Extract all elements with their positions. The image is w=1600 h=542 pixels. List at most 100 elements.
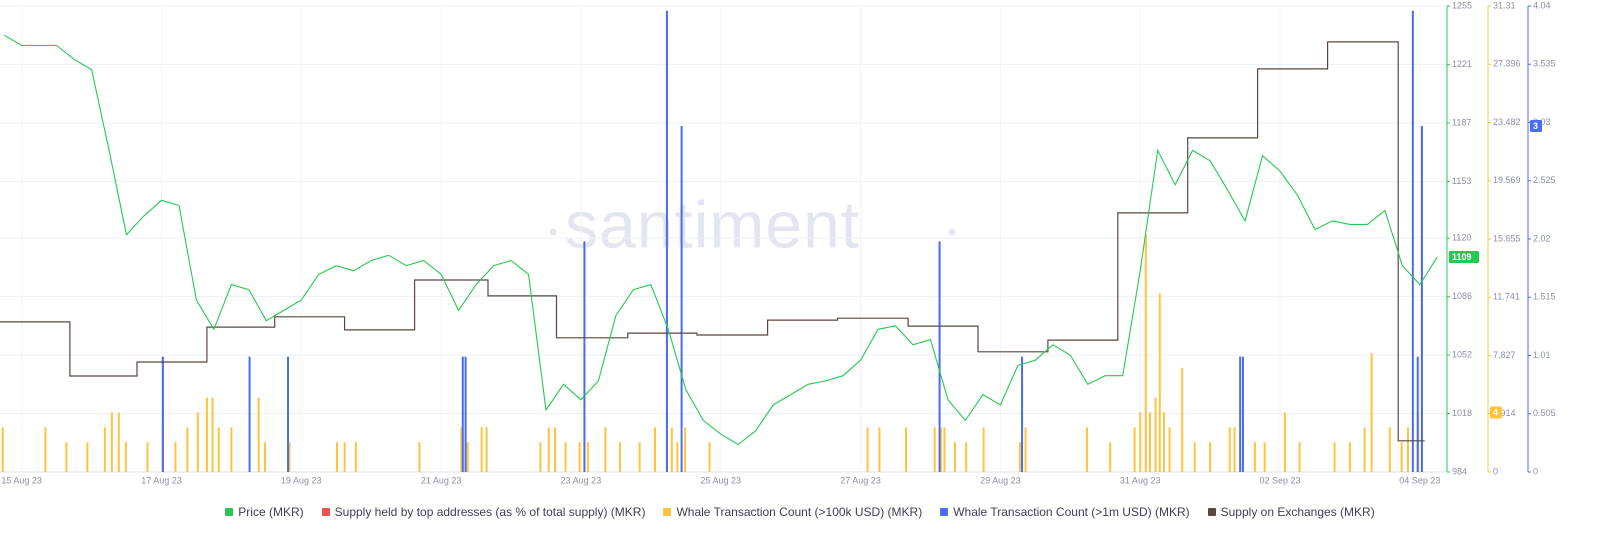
- bar: [485, 427, 488, 472]
- y-tick-label: 1255: [1452, 0, 1472, 10]
- bar: [1018, 442, 1021, 472]
- y-tick-label: 4.04: [1533, 0, 1551, 10]
- y-tick-label: 1153: [1452, 176, 1471, 186]
- x-tick-label: 04 Sep 23: [1399, 475, 1440, 485]
- price-line: [3, 34, 1438, 446]
- legend-label: Whale Transaction Count (>100k USD) (MKR…: [676, 505, 923, 519]
- bar: [1158, 293, 1161, 472]
- x-tick-label: 25 Aug 23: [700, 475, 741, 485]
- bar: [654, 427, 657, 472]
- legend-item[interactable]: Supply held by top addresses (as % of to…: [321, 505, 646, 519]
- bar: [665, 10, 668, 472]
- y-tick-label: 1052: [1452, 349, 1472, 359]
- bar: [933, 427, 936, 472]
- step-line: [0, 41, 1425, 442]
- y-tick-label: 1120: [1452, 233, 1471, 243]
- x-tick-label: 21 Aug 23: [421, 475, 462, 485]
- bar: [466, 442, 469, 472]
- bar: [1416, 356, 1419, 472]
- bar: [938, 241, 941, 472]
- y-tick-label: 0: [1533, 466, 1538, 476]
- legend-item[interactable]: Price (MKR): [225, 505, 304, 519]
- bar: [1024, 427, 1027, 472]
- legend-label: Price (MKR): [238, 505, 304, 519]
- legend-swatch: [225, 508, 234, 516]
- y-tick-label: 2.02: [1533, 233, 1551, 243]
- bar: [539, 442, 542, 472]
- bar: [676, 442, 679, 472]
- bar: [174, 442, 177, 472]
- legend: Price (MKR) Supply held by top addresses …: [0, 500, 1600, 524]
- y-tick-label: 984: [1452, 466, 1467, 476]
- bar: [263, 442, 266, 472]
- bar: [230, 427, 233, 472]
- chart: santiment 15 Aug 23 17 Aug 23 19 Aug 23 21 …: [0, 0, 1556, 485]
- y-tick-label: 11.741: [1493, 292, 1520, 302]
- legend-item[interactable]: Whale Transaction Count (>1m USD) (MKR): [940, 505, 1190, 519]
- y-tick-label: 1.01: [1533, 350, 1551, 360]
- bar: [335, 442, 338, 472]
- bar: [1133, 427, 1136, 472]
- bar: [684, 427, 687, 472]
- x-tick-label: 15 Aug 23: [1, 475, 42, 485]
- bar: [708, 442, 711, 472]
- bar: [464, 356, 467, 472]
- bar: [1209, 442, 1212, 472]
- y-tick-label: 27.396: [1493, 59, 1521, 69]
- value-badge-text: 4: [1493, 407, 1498, 417]
- bar: [103, 427, 106, 472]
- bar: [1086, 427, 1089, 472]
- bar: [1181, 367, 1184, 472]
- bar: [1109, 442, 1112, 472]
- bar: [124, 442, 127, 472]
- bar: [1400, 442, 1403, 472]
- bar: [1148, 412, 1151, 472]
- y-tick-label: 3.535: [1533, 59, 1556, 69]
- bar: [1228, 427, 1231, 472]
- bar: [1370, 352, 1373, 472]
- bar: [217, 427, 220, 472]
- value-badge-text: 3: [1533, 121, 1538, 131]
- x-tick-label: 19 Aug 23: [281, 475, 322, 485]
- legend-swatch: [940, 508, 949, 516]
- bar: [1021, 356, 1024, 472]
- value-badge: [1490, 406, 1502, 419]
- y-tick-label: 19.569: [1493, 175, 1521, 185]
- bar: [583, 241, 586, 472]
- bar: [878, 427, 881, 472]
- bar: [1253, 442, 1256, 472]
- bar: [161, 356, 164, 472]
- y-tick-label: 3.914: [1493, 408, 1516, 418]
- bar: [196, 412, 199, 472]
- y-tick-label: 1.515: [1533, 292, 1556, 302]
- legend-item[interactable]: Supply on Exchanges (MKR): [1207, 505, 1375, 519]
- bar: [1363, 427, 1366, 472]
- bar: [110, 412, 113, 472]
- y-tick-label: 15.655: [1493, 233, 1521, 243]
- bar: [1144, 233, 1147, 472]
- bar: [965, 442, 968, 472]
- legend-label: Supply held by top addresses (as % of to…: [334, 505, 646, 519]
- bar: [418, 442, 421, 472]
- x-tick-label: 17 Aug 23: [141, 475, 182, 485]
- y-tick-label: 1086: [1452, 291, 1472, 301]
- bar: [670, 427, 673, 472]
- bar: [953, 442, 956, 472]
- bar: [1233, 427, 1236, 472]
- y-tick-label: 1018: [1452, 408, 1472, 418]
- y-tick-label: 1221: [1452, 59, 1472, 69]
- bar: [866, 427, 869, 472]
- x-tick-label: 29 Aug 23: [980, 475, 1021, 485]
- y-tick-label: 7.827: [1493, 350, 1516, 360]
- x-tick-label: 23 Aug 23: [561, 475, 602, 485]
- bar: [1, 427, 4, 472]
- legend-label: Supply on Exchanges (MKR): [1220, 505, 1375, 519]
- bar: [288, 442, 291, 472]
- legend-item[interactable]: Whale Transaction Count (>100k USD) (MKR…: [663, 505, 922, 519]
- bar: [1406, 427, 1409, 472]
- bar: [1168, 427, 1171, 472]
- bar: [554, 427, 557, 472]
- bar: [1298, 442, 1301, 472]
- bar: [578, 442, 581, 472]
